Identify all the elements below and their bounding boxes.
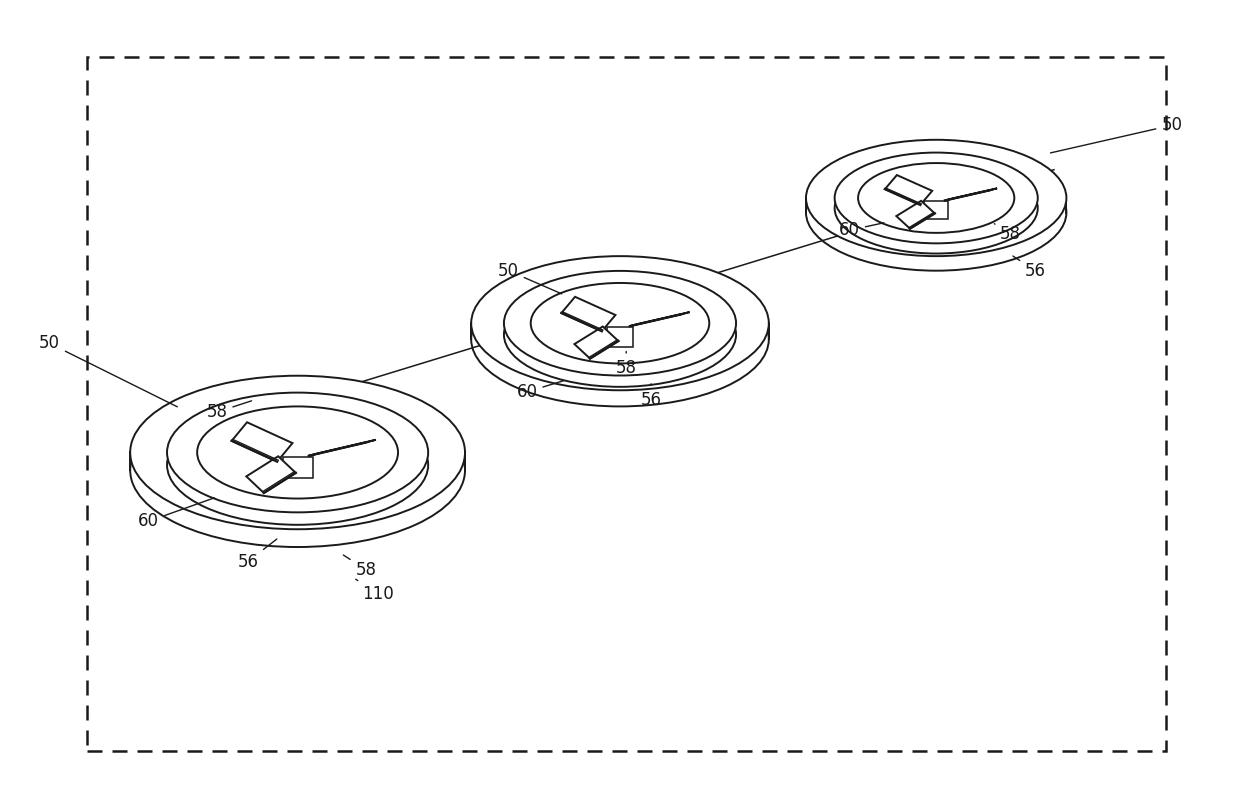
Ellipse shape: [531, 283, 709, 364]
Text: 60: 60: [839, 221, 884, 239]
Ellipse shape: [835, 153, 1038, 243]
Polygon shape: [232, 423, 293, 461]
Text: 50: 50: [40, 335, 177, 406]
Ellipse shape: [503, 271, 737, 376]
Text: 56: 56: [641, 384, 661, 409]
Ellipse shape: [858, 163, 1014, 233]
Polygon shape: [945, 188, 997, 200]
Text: 60: 60: [517, 381, 564, 401]
Text: 50: 50: [498, 262, 562, 294]
Bar: [606, 327, 634, 347]
Polygon shape: [885, 175, 932, 205]
Polygon shape: [574, 326, 619, 359]
Bar: [925, 201, 947, 219]
Text: 50: 50: [1050, 116, 1182, 153]
Polygon shape: [309, 440, 376, 456]
Polygon shape: [247, 457, 296, 493]
Polygon shape: [630, 312, 689, 326]
Text: 56: 56: [238, 539, 277, 570]
Ellipse shape: [130, 376, 465, 529]
Text: 58: 58: [343, 555, 376, 579]
Ellipse shape: [471, 256, 769, 390]
Text: 58: 58: [616, 351, 636, 377]
Text: 58: 58: [207, 401, 252, 421]
Polygon shape: [897, 201, 935, 229]
Ellipse shape: [806, 140, 1066, 256]
Polygon shape: [562, 297, 615, 331]
Text: 110: 110: [356, 579, 394, 603]
Text: 60: 60: [139, 498, 215, 530]
Bar: [87, 57, 1166, 751]
Bar: [283, 457, 312, 478]
Text: 56: 56: [1013, 256, 1045, 280]
Ellipse shape: [197, 406, 398, 499]
Text: 58: 58: [994, 224, 1021, 243]
Ellipse shape: [167, 393, 428, 512]
